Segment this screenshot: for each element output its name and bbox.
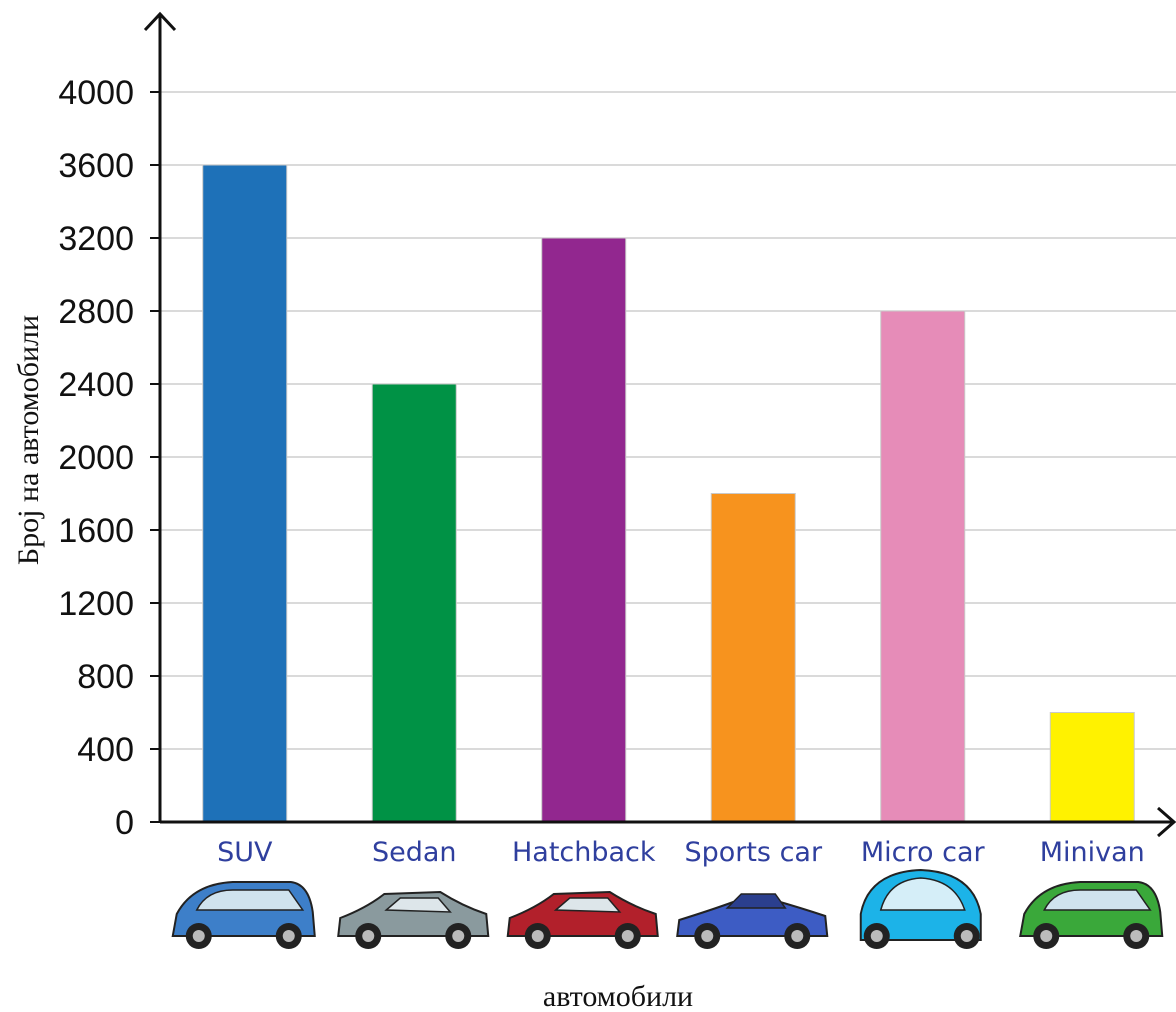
y-tick-label: 400	[77, 731, 134, 769]
y-tick-label: 800	[77, 658, 134, 696]
category-labels: SUV Sedan Hatchback Sports car Micro car Mini…	[217, 837, 1145, 868]
bar-suv	[202, 164, 288, 823]
hatchback-red-icon	[506, 890, 659, 949]
y-tick-label: 3200	[58, 220, 134, 258]
category-label: Hatchback	[512, 837, 656, 868]
y-axis-ticks: 0 400 800 1200 1600 2000 2400 2800 3200 3600 4000	[58, 74, 160, 842]
y-tick-label: 2400	[58, 366, 134, 404]
micro-car-cyan-icon	[859, 868, 982, 949]
y-tick-label: 2000	[58, 439, 134, 477]
bar-minivan	[1049, 712, 1135, 823]
y-tick-label: 4000	[58, 74, 134, 112]
minivan-blue-icon	[171, 881, 316, 949]
y-tick-label: 2800	[58, 293, 134, 331]
bar-sedan	[371, 383, 457, 823]
y-tick-label: 0	[115, 804, 134, 842]
category-label: SUV	[217, 837, 273, 868]
x-axis-arrow	[1157, 806, 1176, 838]
grid-lines	[160, 91, 1176, 750]
y-axis-title: Број на автомобили	[12, 315, 45, 565]
bar-sports-car	[710, 493, 796, 823]
minivan-green-icon	[1019, 881, 1164, 949]
y-axis-arrow	[143, 11, 177, 32]
category-label: Minivan	[1040, 837, 1145, 868]
bars	[202, 164, 1135, 823]
axes	[143, 11, 1176, 838]
car-icons	[171, 868, 1164, 949]
y-tick-label: 3600	[58, 147, 134, 185]
category-label: Micro car	[861, 837, 986, 868]
y-tick-label: 1200	[58, 585, 134, 623]
bar-micro-car	[880, 310, 966, 823]
sedan-gray-icon	[337, 890, 490, 949]
category-label: Sports car	[684, 837, 823, 868]
x-axis-title: автомобили	[543, 980, 693, 1012]
category-label: Sedan	[372, 837, 457, 868]
y-tick-label: 1600	[58, 512, 134, 550]
bar-hatchback	[541, 237, 627, 823]
sports-car-blue-icon	[676, 893, 829, 949]
